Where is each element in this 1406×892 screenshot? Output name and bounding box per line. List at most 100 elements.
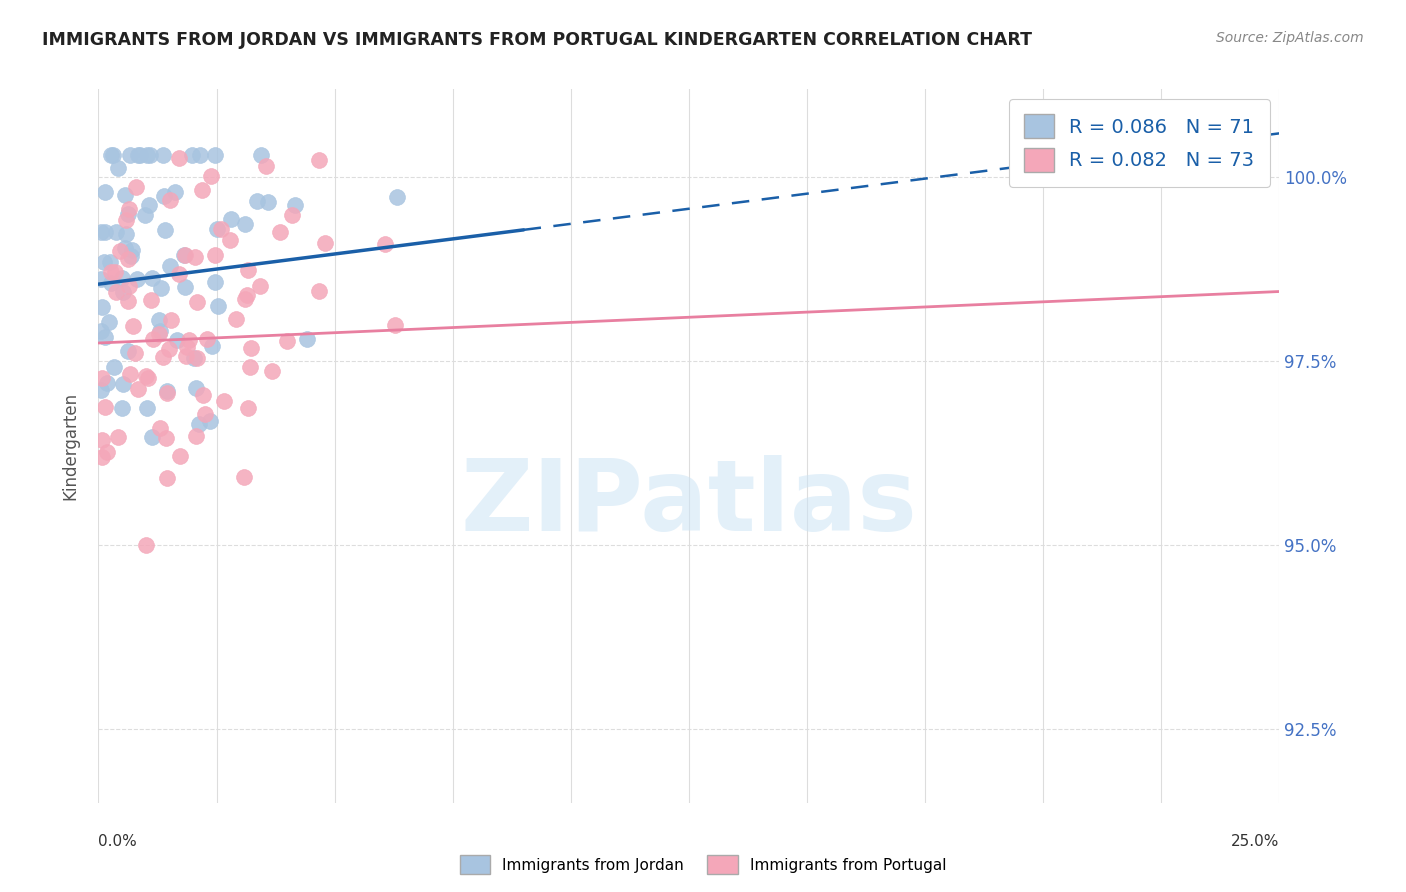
Point	[114, 212, 136, 227]
Point	[308, 284, 330, 298]
Point	[108, 244, 131, 258]
Point	[314, 236, 336, 251]
Point	[174, 279, 197, 293]
Point	[136, 401, 159, 416]
Point	[174, 248, 197, 262]
Point	[384, 318, 406, 333]
Point	[141, 430, 163, 444]
Point	[186, 351, 208, 365]
Point	[111, 285, 134, 300]
Point	[212, 394, 235, 409]
Point	[167, 267, 190, 281]
Point	[127, 148, 149, 162]
Point	[104, 285, 127, 299]
Point	[169, 151, 191, 165]
Point	[90, 272, 112, 286]
Point	[276, 334, 298, 348]
Point	[93, 255, 115, 269]
Point	[198, 414, 221, 428]
Point	[159, 193, 181, 207]
Point	[117, 207, 139, 221]
Point	[120, 249, 142, 263]
Point	[204, 248, 226, 262]
Point	[219, 212, 242, 227]
Point	[295, 332, 318, 346]
Point	[176, 349, 198, 363]
Point	[183, 351, 205, 365]
Point	[104, 265, 127, 279]
Point	[159, 259, 181, 273]
Point	[114, 227, 136, 241]
Point	[235, 287, 257, 301]
Point	[149, 421, 172, 435]
Point	[128, 148, 150, 162]
Point	[204, 275, 226, 289]
Point	[156, 471, 179, 485]
Point	[148, 313, 170, 327]
Y-axis label: Kindergarten: Kindergarten	[62, 392, 80, 500]
Point	[149, 324, 172, 338]
Point	[91, 450, 114, 464]
Point	[374, 237, 396, 252]
Point	[257, 194, 280, 209]
Point	[104, 225, 127, 239]
Point	[118, 279, 141, 293]
Point	[163, 185, 186, 199]
Point	[94, 329, 117, 343]
Point	[201, 339, 224, 353]
Point	[117, 293, 139, 308]
Point	[186, 295, 208, 310]
Point	[236, 401, 259, 416]
Point	[181, 148, 204, 162]
Point	[239, 359, 262, 374]
Point	[166, 333, 188, 347]
Point	[93, 225, 115, 239]
Point	[233, 217, 256, 231]
Point	[125, 180, 148, 194]
Point	[184, 381, 207, 395]
Point	[155, 223, 177, 237]
Text: Source: ZipAtlas.com: Source: ZipAtlas.com	[1216, 31, 1364, 45]
Point	[149, 280, 172, 294]
Point	[250, 148, 273, 162]
Point	[100, 148, 122, 162]
Point	[100, 276, 122, 290]
Point	[112, 376, 135, 391]
Point	[173, 248, 195, 262]
Point	[98, 255, 121, 269]
Text: 25.0%: 25.0%	[1232, 834, 1279, 849]
Legend: Immigrants from Jordan, Immigrants from Portugal: Immigrants from Jordan, Immigrants from …	[454, 849, 952, 880]
Point	[91, 370, 114, 384]
Point	[153, 189, 176, 203]
Point	[90, 383, 112, 397]
Point	[156, 385, 179, 400]
Point	[124, 345, 146, 359]
Point	[209, 222, 232, 236]
Point	[107, 429, 129, 443]
Point	[260, 364, 283, 378]
Point	[225, 312, 247, 326]
Point	[90, 300, 112, 314]
Point	[236, 263, 259, 277]
Point	[387, 190, 409, 204]
Point	[121, 318, 143, 333]
Point	[233, 292, 256, 306]
Point	[97, 316, 120, 330]
Point	[127, 382, 149, 396]
Point	[160, 313, 183, 327]
Point	[188, 148, 211, 162]
Point	[94, 400, 117, 414]
Point	[281, 208, 304, 222]
Point	[90, 225, 112, 239]
Point	[249, 279, 271, 293]
Point	[194, 407, 217, 421]
Point	[90, 324, 112, 338]
Point	[134, 208, 156, 222]
Point	[127, 271, 149, 285]
Legend: R = 0.086   N = 71, R = 0.082   N = 73: R = 0.086 N = 71, R = 0.082 N = 73	[1010, 99, 1270, 187]
Point	[114, 188, 136, 202]
Point	[233, 470, 256, 484]
Point	[187, 417, 209, 432]
Point	[107, 161, 129, 176]
Point	[207, 300, 229, 314]
